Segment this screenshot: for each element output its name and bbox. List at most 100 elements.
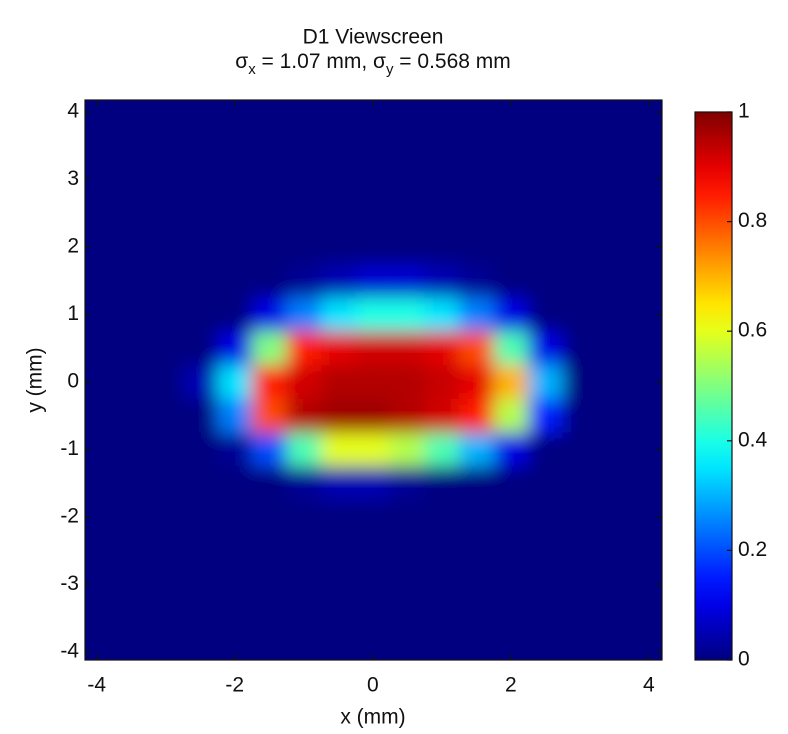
heatmap-cell (493, 533, 529, 569)
y-tick-label: -3 (60, 572, 79, 595)
heatmap-cell (597, 129, 633, 164)
colorbar (694, 111, 733, 661)
heatmap-cell (562, 398, 598, 434)
heatmap-cell (355, 129, 391, 164)
y-tick-label: -2 (60, 505, 79, 528)
heatmap-cell (286, 500, 322, 535)
heatmap-cell (597, 466, 633, 501)
heatmap-cell (528, 466, 564, 501)
heatmap-cell (528, 100, 564, 130)
heatmap-cell (183, 365, 219, 400)
heatmap-cell (286, 230, 322, 265)
heatmap-cell (355, 196, 391, 231)
heatmap-cell (459, 635, 495, 660)
subtitle-part: σ (235, 50, 248, 73)
heatmap-cell (424, 567, 460, 602)
heatmap-cell (390, 263, 426, 299)
heatmap-cell (183, 398, 219, 434)
heatmap-cell (148, 365, 184, 400)
heatmap-cell (252, 297, 288, 332)
heatmap-cell (217, 500, 253, 535)
heatmap-cell (286, 162, 322, 197)
heatmap-cell (493, 162, 529, 197)
heatmap-cell (148, 466, 184, 501)
heatmap-cell (562, 100, 598, 130)
heatmap-cell (528, 263, 564, 299)
heatmap-cell (252, 263, 288, 299)
heatmap-cell (562, 331, 598, 366)
heatmap-cell (148, 500, 184, 535)
heatmap-cell (355, 331, 391, 366)
subtitle-part: = 0.568 mm (393, 50, 510, 73)
x-tick-label: -2 (225, 674, 244, 697)
heatmap-cell (183, 129, 219, 164)
heatmap-cell (424, 129, 460, 164)
heatmap-cell (597, 263, 633, 299)
heatmap-cell (113, 601, 149, 636)
y-axis-label: y (mm) (24, 347, 47, 412)
heatmap-cell (424, 635, 460, 660)
heatmap-cell (148, 432, 184, 467)
heatmap-cell (85, 466, 115, 501)
heatmap-cell (85, 331, 115, 366)
heatmap-cell (493, 635, 529, 660)
heatmap-cell (562, 297, 598, 332)
heatmap-cell (286, 466, 322, 501)
heatmap-cell (355, 567, 391, 602)
heatmap-cell (355, 263, 391, 299)
heatmap-cell (355, 466, 391, 501)
heatmap-cell (321, 567, 357, 602)
heatmap-cell (355, 500, 391, 535)
heatmap-cell (286, 398, 322, 434)
heatmap-cell (562, 533, 598, 569)
heatmap-cell (183, 331, 219, 366)
heatmap-cell (85, 635, 115, 660)
heatmap-cell (321, 601, 357, 636)
heatmap-cell (631, 100, 662, 130)
heatmap-cell (148, 635, 184, 660)
heatmap-cell (113, 129, 149, 164)
heatmap-cell (528, 601, 564, 636)
heatmap-cell (217, 331, 253, 366)
heatmap-cell (148, 398, 184, 434)
heatmap-cell (493, 331, 529, 366)
heatmap-cell (148, 100, 184, 130)
heatmap-cell (390, 162, 426, 197)
heatmap-cell (597, 601, 633, 636)
heatmap-cell (113, 297, 149, 332)
heatmap-cell (148, 567, 184, 602)
heatmap-cell (85, 601, 115, 636)
heatmap-cell (286, 196, 322, 231)
heatmap-cell (424, 601, 460, 636)
heatmap-cell (85, 129, 115, 164)
heatmap-cell (528, 432, 564, 467)
heatmap-cell (631, 398, 662, 434)
heatmap-cell (85, 196, 115, 231)
heatmap-cell (597, 432, 633, 467)
heatmap-cell (183, 263, 219, 299)
heatmap-cell (493, 500, 529, 535)
heatmap-cell (252, 230, 288, 265)
heatmap-cell (528, 331, 564, 366)
heatmap-cell (390, 398, 426, 434)
heatmap-cell (528, 162, 564, 197)
heatmap-cell (252, 398, 288, 434)
heatmap-cell (252, 500, 288, 535)
x-tick-label: 4 (643, 674, 655, 697)
heatmap-cell (459, 500, 495, 535)
x-tick-label: 2 (505, 674, 517, 697)
heatmap-cell (493, 398, 529, 434)
heatmap-cell (148, 196, 184, 231)
heatmap-cell (631, 466, 662, 501)
heatmap-cell (148, 533, 184, 569)
heatmap-cell (217, 398, 253, 434)
heatmap (85, 100, 662, 660)
heatmap-cell (459, 230, 495, 265)
heatmap-cell (217, 263, 253, 299)
heatmap-cell (286, 263, 322, 299)
heatmap-cell (286, 601, 322, 636)
heatmap-cell (321, 297, 357, 332)
heatmap-cell (183, 601, 219, 636)
heatmap-cell (148, 331, 184, 366)
heatmap-cell (562, 129, 598, 164)
